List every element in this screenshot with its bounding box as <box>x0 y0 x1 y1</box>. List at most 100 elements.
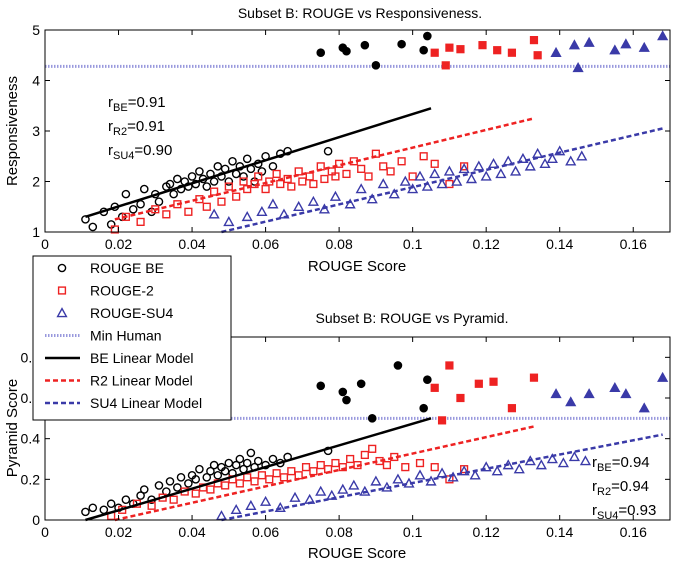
rouge-2-point <box>235 479 244 488</box>
rouge-2-point <box>279 473 289 482</box>
rouge-be-point <box>367 414 377 423</box>
plot-title: Subset B: ROUGE vs Pyramid. <box>316 310 509 326</box>
x-tick-label: 0.08 <box>325 236 352 252</box>
rouge-be-point <box>342 395 351 405</box>
rouge-2-point <box>415 458 425 468</box>
rouge-su4-point <box>329 190 342 201</box>
rouge-2-point <box>401 463 410 472</box>
rouge-be-point <box>173 174 182 184</box>
rouge-2-point <box>202 202 211 211</box>
rouge-su4-point <box>429 168 441 179</box>
rouge-be-point <box>139 184 149 194</box>
x-tick-label: 0.02 <box>105 236 132 252</box>
legend-item: ROUGE-2 <box>57 283 154 299</box>
rouge-be-point <box>136 491 145 500</box>
rouge-su4-point <box>208 208 220 219</box>
rouge-be-point <box>128 204 138 214</box>
rouge-2-point <box>430 48 439 57</box>
rouge-2-point <box>210 187 219 196</box>
rouge-be-point <box>195 167 204 176</box>
rouge-2-point <box>305 172 314 181</box>
correlation-label: rBE=0.94 <box>592 454 650 474</box>
rouge-su4-point <box>465 173 478 184</box>
rouge-2-point <box>529 373 539 382</box>
rouge-2-point <box>136 217 145 227</box>
rouge-2-point <box>430 463 439 472</box>
rouge-su4-point <box>657 30 669 41</box>
rouge-2-point <box>250 477 259 486</box>
rouge-be-point <box>209 177 219 186</box>
rouge-su4-point <box>480 170 492 181</box>
rouge-su4-point <box>565 396 577 407</box>
square-legend-marker <box>57 286 67 295</box>
rouge-su4-point <box>473 160 485 171</box>
rouge-2-point <box>507 48 517 57</box>
rouge-su4-point <box>579 455 592 466</box>
rouge-su4-point <box>307 195 319 206</box>
rouge-be-point <box>268 162 278 171</box>
y-tick-label: 0 <box>32 512 40 528</box>
rouge-su4-point <box>583 36 595 47</box>
rouge-su4-point <box>568 39 581 50</box>
legend-label: ROUGE-2 <box>90 283 154 299</box>
rouge-2-point <box>287 467 296 476</box>
rouge-2-point <box>478 41 487 50</box>
legend-box <box>32 255 232 421</box>
rouge-2-point <box>441 61 450 70</box>
legend-label: ROUGE-SU4 <box>90 305 173 321</box>
rouge-be-point <box>202 182 212 191</box>
rouge-be-point <box>176 472 186 482</box>
rouge-2-point <box>309 179 318 189</box>
rouge-be-point <box>206 466 215 476</box>
rouge-su4-point <box>451 175 463 186</box>
x-tick-label: 0.16 <box>620 236 647 252</box>
rouge-2-point <box>232 192 241 201</box>
rouge-su4-point <box>495 168 507 179</box>
be-linear-model-line <box>85 107 432 219</box>
rouge-2-point <box>301 463 311 472</box>
rouge-su4-point <box>436 178 448 189</box>
rouge-be-point <box>316 381 326 391</box>
rouge-su4-point <box>256 205 268 217</box>
rouge-be-point <box>253 456 263 466</box>
legend-label: R2 Linear Model <box>90 373 193 389</box>
rouge-su4-point <box>344 198 356 209</box>
responsiveness-plot: Subset B: ROUGE vs Responsiveness. 0 0.02… <box>4 5 671 275</box>
rouge-2-point <box>298 177 307 186</box>
rouge-2-point <box>430 159 439 168</box>
rouge-2-point <box>445 179 454 189</box>
rouge-be-point <box>195 464 204 474</box>
rouge-2-point <box>287 182 296 191</box>
rouge-be-point <box>165 477 175 486</box>
rouge-2-point <box>294 167 303 176</box>
rouge-su4-point <box>572 62 584 73</box>
rouge-2-point <box>368 444 377 453</box>
rouge-2-point <box>382 461 392 470</box>
rouge-be-point <box>224 177 234 186</box>
rouge-su4-point <box>576 150 588 161</box>
rouge-su4-point <box>609 44 621 55</box>
rouge-2-point <box>316 461 325 470</box>
rouge-2-point <box>507 404 517 413</box>
rouge-be-point <box>397 39 406 49</box>
rouge-be-point <box>154 481 164 490</box>
correlation-label: rR2=0.94 <box>592 478 649 498</box>
rouge-su4-point <box>267 198 279 209</box>
rouge-2-point <box>320 174 329 184</box>
rouge-2-point <box>456 393 465 403</box>
x-tick-label: 0.08 <box>325 524 352 540</box>
rouge-su4-point <box>443 165 456 176</box>
rouge-2-point <box>309 467 318 476</box>
rouge-be-point <box>81 507 90 517</box>
legend-label: ROUGE BE <box>90 260 164 276</box>
rouge-2-point <box>272 469 281 478</box>
rouge-be-point <box>356 379 366 389</box>
correlation-label: rSU4=0.90 <box>108 142 172 162</box>
rouge-su4-point <box>293 200 305 211</box>
legend-item: Min Human <box>45 328 162 344</box>
rouge-be-point <box>139 485 149 494</box>
rouge-be-point <box>209 460 219 470</box>
rouge-2-point <box>169 495 178 504</box>
correlation-stats: rBE=0.94 rR2=0.94 rSU4=0.93 <box>592 454 656 522</box>
rouge-be-point <box>423 31 432 41</box>
